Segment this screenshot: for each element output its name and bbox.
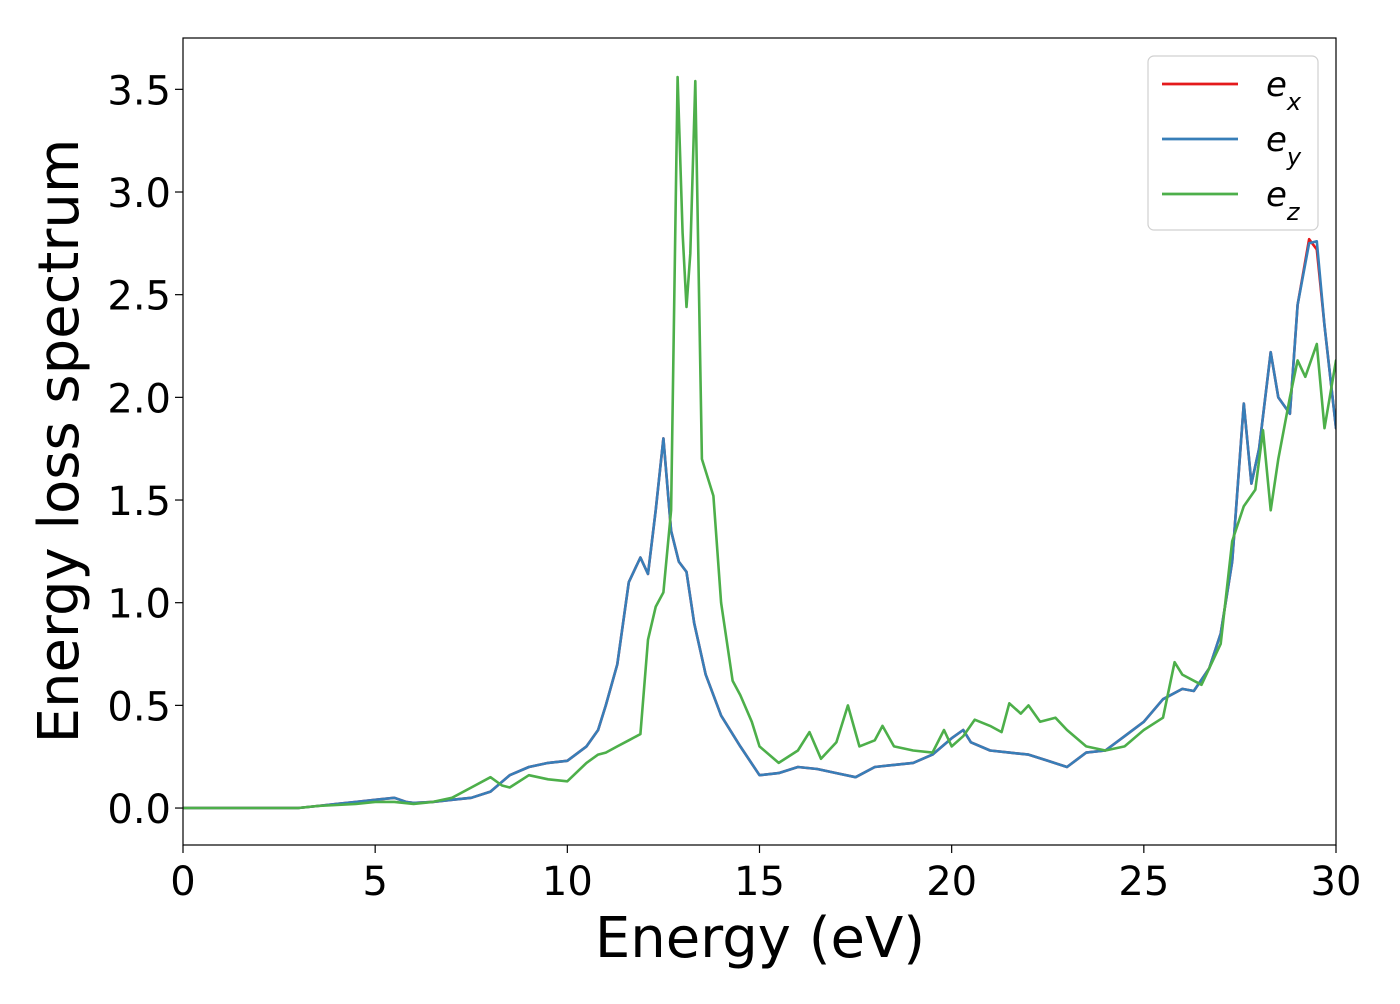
series-line-e-x [183, 237, 1336, 810]
legend-label-e-x: ex [1266, 65, 1302, 116]
series-line-e-y [183, 240, 1336, 810]
y-tick-label: 3.5 [107, 68, 171, 114]
y-tick-label: 1.5 [107, 479, 171, 525]
legend-box [1147, 55, 1319, 231]
y-tick-label: 0.5 [107, 684, 171, 730]
x-tick-label: 30 [1311, 859, 1362, 905]
y-tick-label: 3.0 [107, 171, 171, 217]
y-axis-label: Energy loss spectrum [27, 139, 92, 744]
y-tick-label: 2.5 [107, 274, 171, 320]
y-tick-label: 1.0 [107, 582, 171, 628]
x-tick-label: 5 [362, 859, 387, 905]
y-tick-label: 0.0 [107, 787, 171, 833]
legend-label-e-y: ey [1266, 120, 1302, 171]
y-tick-label: 2.0 [107, 376, 171, 422]
x-tick-label: 10 [542, 859, 593, 905]
x-tick-label: 20 [926, 859, 977, 905]
x-tick-label: 0 [170, 859, 195, 905]
x-axis-label: Energy (eV) [595, 906, 925, 971]
plot-area [183, 75, 1336, 810]
series-line-e-z [183, 75, 1336, 810]
legend-label-e-z: ez [1266, 175, 1301, 226]
x-tick-label: 25 [1118, 859, 1169, 905]
x-tick-label: 15 [734, 859, 785, 905]
axes: 0 5 10 15 20 25 30 0.0 0.5 1.0 1.5 2.0 2.5 3.0 3.5 [107, 37, 1362, 905]
